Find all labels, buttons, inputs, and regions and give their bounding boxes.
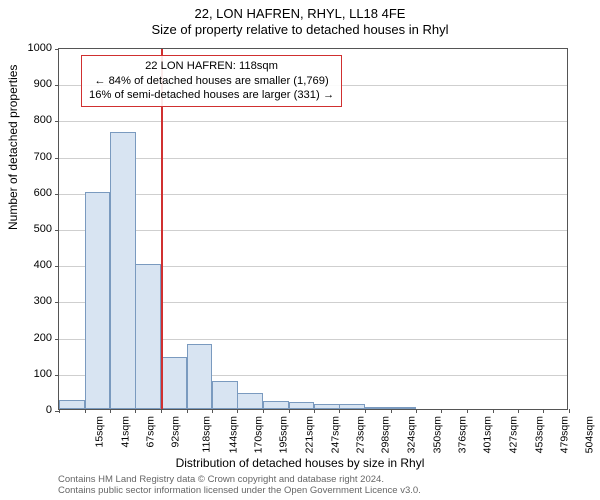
xtick-mark (518, 409, 519, 413)
plot-wrap: 22 LON HAFREN: 118sqm← 84% of detached h… (58, 48, 568, 410)
xtick-mark (391, 409, 392, 413)
xtick-label: 195sqm (278, 416, 290, 453)
ytick-label: 1000 (12, 42, 52, 54)
xtick-label: 15sqm (94, 416, 106, 448)
xtick-mark (110, 409, 111, 413)
xtick-label: 504sqm (584, 416, 596, 453)
histogram-bar (289, 402, 315, 409)
ytick-label: 700 (12, 151, 52, 163)
xtick-mark (59, 409, 60, 413)
histogram-bar (161, 357, 187, 409)
histogram-bar (365, 407, 391, 409)
xtick-mark (187, 409, 188, 413)
ytick-label: 500 (12, 223, 52, 235)
ytick-mark (55, 49, 59, 50)
xtick-mark (339, 409, 340, 413)
ytick-mark (55, 194, 59, 195)
ytick-label: 800 (12, 114, 52, 126)
xtick-mark (85, 409, 86, 413)
ytick-label: 300 (12, 295, 52, 307)
xtick-mark (569, 409, 570, 413)
ytick-label: 0 (12, 404, 52, 416)
annotation-line: 22 LON HAFREN: 118sqm (89, 59, 334, 74)
xtick-label: 479sqm (559, 416, 571, 453)
xtick-mark (161, 409, 162, 413)
xtick-mark (543, 409, 544, 413)
xtick-label: 170sqm (253, 416, 265, 453)
xtick-mark (237, 409, 238, 413)
ytick-mark (55, 230, 59, 231)
ytick-mark (55, 121, 59, 122)
xtick-label: 273sqm (355, 416, 367, 453)
xtick-mark (416, 409, 417, 413)
histogram-bar (212, 381, 238, 409)
ytick-label: 100 (12, 368, 52, 380)
annotation-line: 16% of semi-detached houses are larger (… (89, 88, 334, 103)
xtick-label: 92sqm (170, 416, 182, 448)
chart-container: 22, LON HAFREN, RHYL, LL18 4FE Size of p… (0, 0, 600, 500)
chart-title-line1: 22, LON HAFREN, RHYL, LL18 4FE (0, 0, 600, 21)
xtick-label: 118sqm (201, 416, 213, 453)
xtick-label: 453sqm (533, 416, 545, 453)
xtick-label: 324sqm (405, 416, 417, 453)
xtick-mark (493, 409, 494, 413)
xtick-label: 298sqm (380, 416, 392, 453)
xtick-label: 41sqm (119, 416, 131, 448)
xtick-label: 221sqm (303, 416, 315, 453)
xtick-mark (263, 409, 264, 413)
ytick-label: 600 (12, 187, 52, 199)
footer-attribution: Contains HM Land Registry data © Crown c… (58, 474, 421, 497)
ytick-mark (55, 85, 59, 86)
xtick-label: 144sqm (227, 416, 239, 453)
xtick-mark (441, 409, 442, 413)
xtick-mark (467, 409, 468, 413)
ytick-label: 200 (12, 332, 52, 344)
plot-area: 22 LON HAFREN: 118sqm← 84% of detached h… (58, 48, 568, 410)
ytick-mark (55, 375, 59, 376)
histogram-bar (187, 344, 213, 409)
annotation-box: 22 LON HAFREN: 118sqm← 84% of detached h… (81, 55, 342, 107)
histogram-bar (391, 407, 417, 409)
histogram-bar (339, 404, 365, 409)
xtick-mark (212, 409, 213, 413)
xtick-mark (314, 409, 315, 413)
ytick-label: 900 (12, 78, 52, 90)
annotation-line: ← 84% of detached houses are smaller (1,… (89, 74, 334, 89)
histogram-bar (110, 132, 136, 409)
chart-title-line2: Size of property relative to detached ho… (0, 21, 600, 37)
footer-line1: Contains HM Land Registry data © Crown c… (58, 474, 421, 485)
xtick-label: 350sqm (431, 416, 443, 453)
ytick-mark (55, 158, 59, 159)
xtick-mark (289, 409, 290, 413)
histogram-bar (85, 192, 111, 409)
histogram-bar (135, 264, 161, 409)
xtick-mark (135, 409, 136, 413)
xtick-label: 67sqm (145, 416, 157, 448)
ytick-mark (55, 266, 59, 267)
histogram-bar (314, 404, 340, 409)
footer-line2: Contains public sector information licen… (58, 485, 421, 496)
xtick-label: 401sqm (482, 416, 494, 453)
xtick-label: 376sqm (457, 416, 469, 453)
histogram-bar (263, 401, 289, 409)
histogram-bar (237, 393, 263, 409)
histogram-bar (59, 400, 85, 409)
ytick-mark (55, 302, 59, 303)
x-axis-label: Distribution of detached houses by size … (0, 456, 600, 470)
ytick-mark (55, 339, 59, 340)
xtick-label: 427sqm (507, 416, 519, 453)
grid-line (59, 121, 567, 122)
xtick-mark (365, 409, 366, 413)
ytick-label: 400 (12, 259, 52, 271)
xtick-label: 247sqm (329, 416, 341, 453)
